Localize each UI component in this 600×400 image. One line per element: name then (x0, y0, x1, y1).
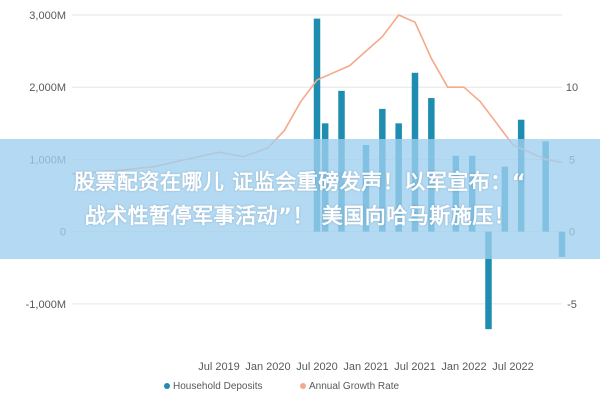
x-tick-label: Jul 2021 (394, 361, 436, 373)
y-left-tick-label: 3,000M (29, 10, 66, 22)
legend-label-annual-growth-rate: Annual Growth Rate (309, 381, 399, 392)
x-tick-label: Jul 2019 (198, 361, 240, 373)
x-tick-label: Jan 2021 (343, 361, 388, 373)
legend: Household Deposits Annual Growth Rate (164, 381, 399, 392)
bar (313, 18, 321, 232)
y-left-tick-label: -1,000M (26, 299, 66, 311)
y-left-tick-label: 2,000M (29, 82, 66, 94)
headline-overlay[interactable]: 股票配资在哪儿 证监会重磅发声！以军宣布：“ 战术性暂停军事活动”！ 美国向哈马… (0, 139, 600, 259)
x-tick-label: Jul 2020 (296, 361, 338, 373)
legend-marker-household-deposits (164, 383, 170, 389)
x-tick-label: Jan 2022 (441, 361, 486, 373)
x-axis: Jul 2019 Jan 2020 Jul 2020 Jan 2021 Jul 2021… (198, 361, 534, 373)
headline-line-2: 战术性暂停军事活动”！ 美国向哈马斯施压！ (84, 204, 516, 228)
headline-line-1: 股票配资在哪儿 证监会重磅发声！以军宣布：“ (73, 170, 527, 194)
y-right-tick-label: -5 (567, 299, 577, 311)
legend-label-household-deposits: Household Deposits (173, 381, 263, 392)
legend-marker-annual-growth-rate (300, 383, 306, 389)
x-tick-label: Jul 2022 (492, 361, 534, 373)
x-tick-label: Jan 2020 (245, 361, 290, 373)
y-right-tick-label: 10 (566, 82, 578, 94)
bar (485, 231, 492, 330)
